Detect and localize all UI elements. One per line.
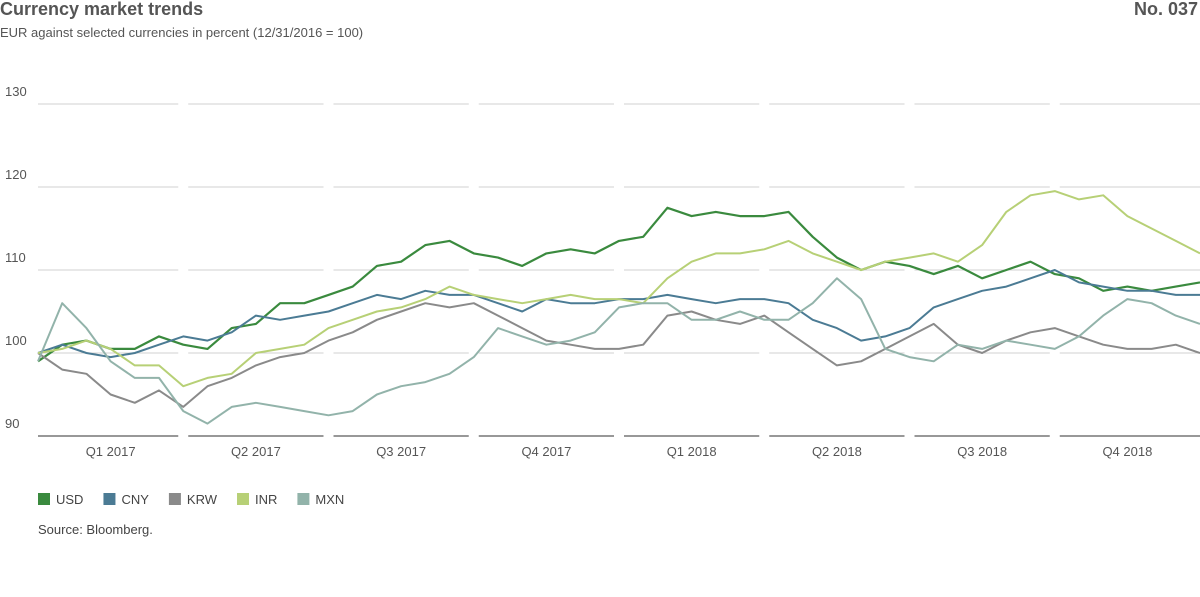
series-line	[37, 190, 1200, 388]
legend-label: USD	[56, 492, 83, 507]
y-tick-label: 120	[5, 167, 27, 182]
series-line	[37, 206, 1200, 363]
legend-swatch	[103, 493, 116, 505]
chart-number: No. 037	[1134, 0, 1198, 19]
legend-label: INR	[255, 492, 277, 507]
legend-swatch	[297, 493, 310, 505]
x-tick-label: Q2 2017	[231, 444, 281, 459]
y-tick-label: 130	[5, 84, 27, 99]
x-tick-label: Q2 2018	[812, 444, 862, 459]
y-tick-label: 100	[5, 333, 27, 348]
legend-label: CNY	[121, 492, 149, 507]
x-tick-label: Q1 2018	[667, 444, 717, 459]
x-tick-label: Q4 2017	[521, 444, 571, 459]
series-line	[37, 302, 1200, 408]
y-tick-label: 90	[5, 416, 19, 431]
legend-swatch	[38, 493, 50, 505]
source-note: Source: Bloomberg.	[38, 522, 153, 537]
chart-title: Currency market trends	[0, 0, 203, 19]
series-line	[37, 277, 1200, 425]
legend-swatch	[237, 493, 250, 505]
chart-subtitle: EUR against selected currencies in perce…	[0, 25, 363, 40]
y-tick-label: 110	[5, 250, 26, 265]
x-tick-label: Q4 2018	[1102, 444, 1152, 459]
legend-label: MXN	[315, 492, 344, 507]
x-tick-label: Q3 2018	[957, 444, 1007, 459]
x-tick-label: Q1 2017	[86, 444, 136, 459]
legend-swatch	[168, 493, 181, 505]
legend-label: KRW	[187, 492, 218, 507]
x-tick-label: Q3 2017	[376, 444, 426, 459]
